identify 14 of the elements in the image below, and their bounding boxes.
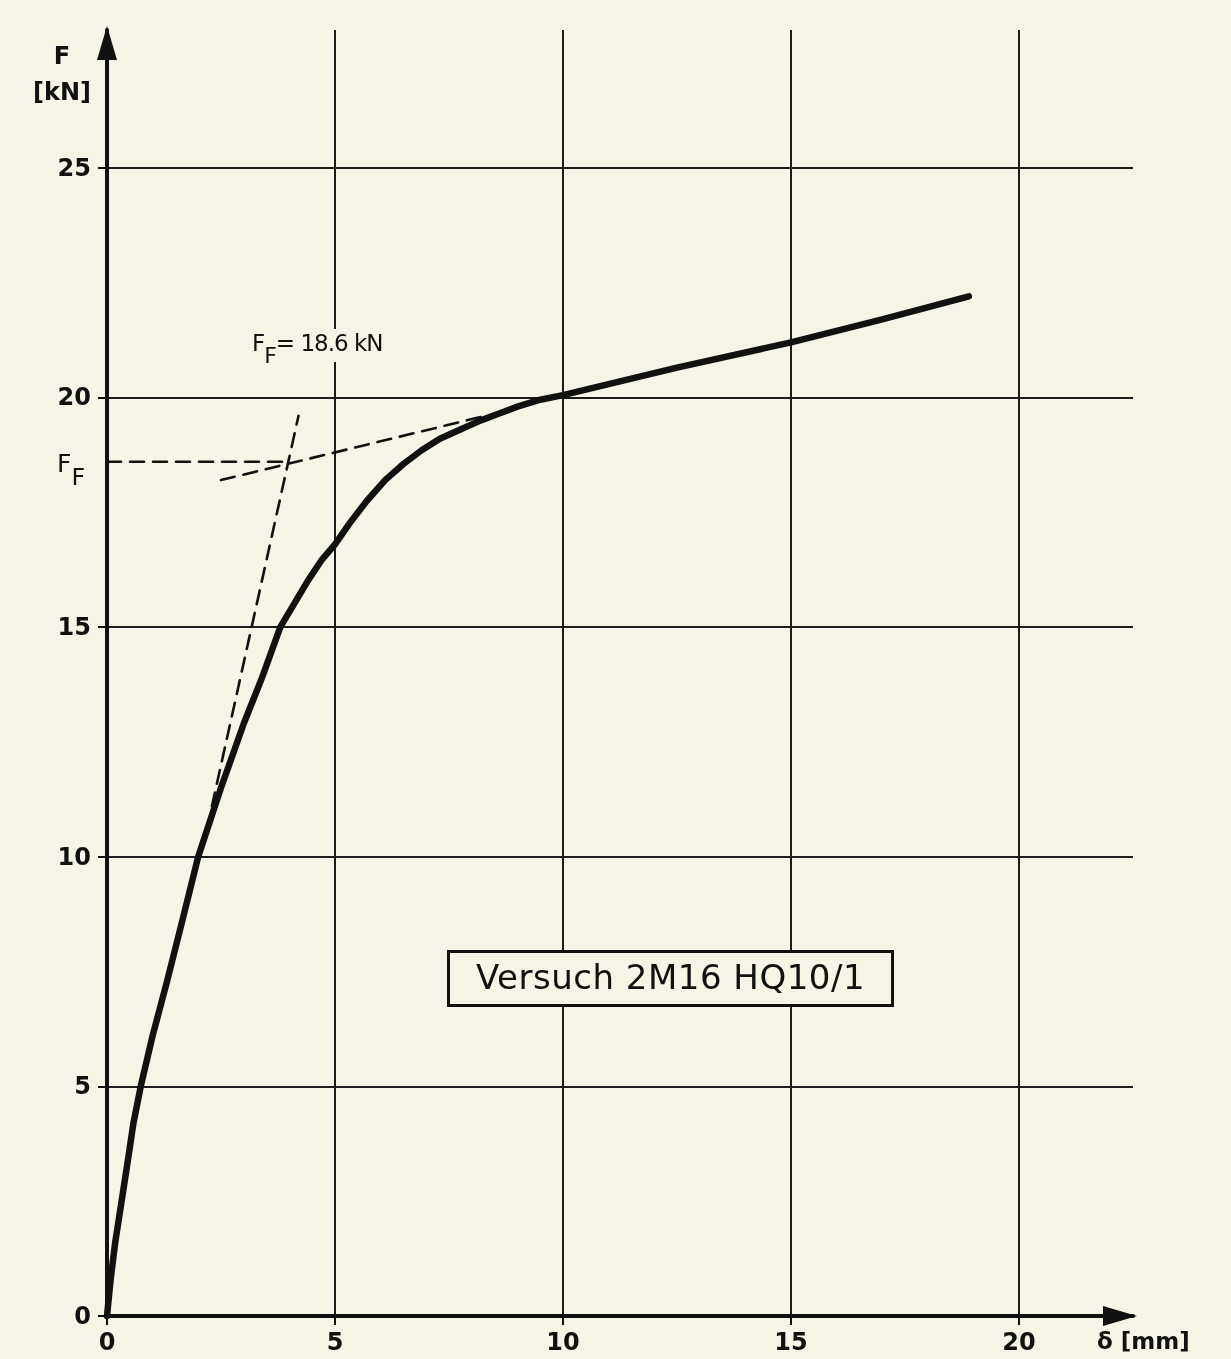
x-tick-label: 10 — [546, 1328, 580, 1356]
y-tick-label: 20 — [57, 383, 91, 412]
y-tick-label: 10 — [57, 842, 91, 871]
y-axis-title: F [kN] — [32, 41, 92, 108]
y-tick-label: 25 — [57, 153, 91, 182]
x-tick-label: 15 — [774, 1328, 808, 1356]
x-axis-title: δ [mm] — [1097, 1327, 1190, 1354]
x-tick-label: 5 — [326, 1328, 344, 1356]
y-tick-label: 15 — [57, 613, 91, 642]
y-tick-label: 0 — [74, 1302, 91, 1330]
y-tick-label: 5 — [74, 1072, 91, 1101]
x-tick-label: 20 — [1002, 1328, 1036, 1356]
x-tick-label: 0 — [98, 1328, 116, 1356]
annotation: Versuch 2M16 HQ10/1 — [447, 950, 895, 1008]
